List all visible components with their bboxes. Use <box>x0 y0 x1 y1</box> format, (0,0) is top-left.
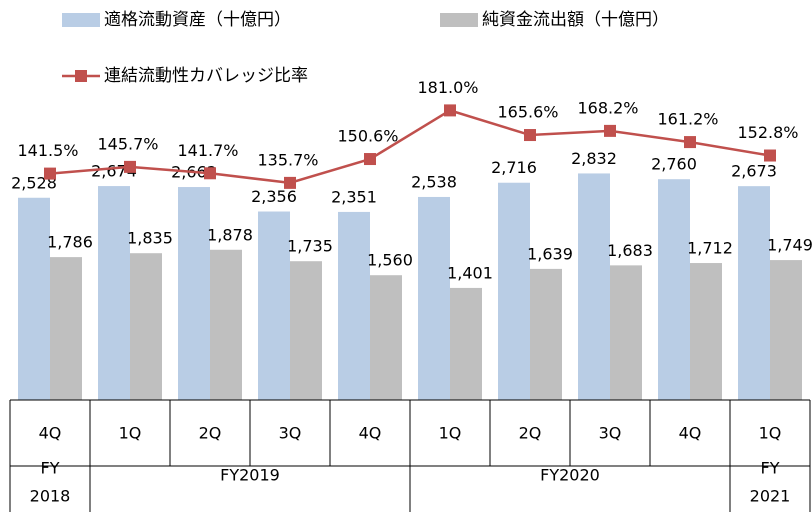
line-value-label: 161.2% <box>657 110 718 129</box>
bar-value-label: 2,832 <box>571 149 617 168</box>
bar-value-label: 1,401 <box>447 263 493 282</box>
bar <box>210 249 242 400</box>
legend-swatch <box>440 13 478 27</box>
bar-value-label: 2,716 <box>491 158 537 177</box>
legend-label: 純資金流出額（十億円） <box>482 10 669 30</box>
line-value-label: 150.6% <box>337 127 398 146</box>
line-marker <box>204 167 216 180</box>
x-tick-label: 4Q <box>359 424 382 443</box>
line-value-label: 145.7% <box>97 134 158 153</box>
line-marker <box>684 136 696 149</box>
bar <box>770 260 802 400</box>
line-value-label: 168.2% <box>577 98 638 117</box>
line-marker <box>604 124 616 137</box>
x-tick-label: 2Q <box>199 424 222 443</box>
bar <box>50 257 82 400</box>
bar <box>18 197 50 400</box>
line-marker <box>284 176 296 189</box>
bar <box>338 211 370 400</box>
bar-value-label: 1,749 <box>767 236 812 255</box>
bar <box>178 187 210 400</box>
bar-value-label: 1,735 <box>287 237 333 256</box>
bar <box>418 196 450 400</box>
bar <box>258 211 290 400</box>
x-tick-label: 1Q <box>759 424 782 443</box>
x-tick-label: 3Q <box>279 424 302 443</box>
bar-value-label: 1,878 <box>207 225 253 244</box>
bar-value-label: 1,712 <box>687 239 733 258</box>
bar-value-label: 2,356 <box>251 187 297 206</box>
bar <box>370 275 402 400</box>
bar-value-label: 2,760 <box>651 155 697 174</box>
bar <box>610 265 642 400</box>
group-label: 2021 <box>750 487 791 506</box>
line-marker <box>364 153 376 166</box>
line-value-label: 141.7% <box>177 141 238 160</box>
bar-value-label: 1,560 <box>367 251 413 270</box>
bar <box>690 263 722 400</box>
bar <box>578 173 610 400</box>
x-tick-label: 4Q <box>679 424 702 443</box>
bar-value-label: 2,351 <box>331 187 377 206</box>
line-marker <box>44 167 56 180</box>
bar <box>290 261 322 400</box>
bar <box>98 186 130 400</box>
x-tick-label: 2Q <box>519 424 542 443</box>
legend-label: 適格流動資産（十億円） <box>104 10 291 30</box>
bar-value-label: 1,639 <box>527 244 573 263</box>
x-tick-label: 4Q <box>39 424 62 443</box>
line-marker <box>524 129 536 142</box>
bar <box>450 287 482 400</box>
group-label: FY2020 <box>540 466 600 485</box>
bar <box>498 182 530 400</box>
line-value-label: 141.5% <box>17 141 78 160</box>
legend-label: 連結流動性カバレッジ比率 <box>104 66 308 86</box>
line-marker <box>444 104 456 117</box>
x-tick-label: 1Q <box>439 424 462 443</box>
bar-value-label: 1,786 <box>47 233 93 252</box>
line <box>49 109 771 185</box>
group-label: 2018 <box>30 487 71 506</box>
legend-marker <box>75 70 87 82</box>
bar-value-label: 2,673 <box>731 162 777 181</box>
line-marker <box>124 160 136 173</box>
line-value-label: 152.8% <box>737 123 798 142</box>
line-value-label: 135.7% <box>257 150 318 169</box>
line-value-label: 181.0% <box>417 78 478 97</box>
bar <box>658 179 690 400</box>
line-marker <box>764 149 776 162</box>
line-value-label: 165.6% <box>497 103 558 122</box>
group-label: FY2019 <box>220 466 280 485</box>
group-label: FY <box>761 459 780 478</box>
bar-value-label: 1,683 <box>607 241 653 260</box>
x-tick-label: 3Q <box>599 424 622 443</box>
bar <box>530 268 562 400</box>
bar <box>130 253 162 400</box>
bar <box>738 186 770 400</box>
x-tick-label: 1Q <box>119 424 142 443</box>
group-label: FY <box>41 459 60 478</box>
bar-value-label: 1,835 <box>127 229 173 248</box>
bar-value-label: 2,538 <box>411 172 457 191</box>
legend-swatch <box>62 13 100 27</box>
